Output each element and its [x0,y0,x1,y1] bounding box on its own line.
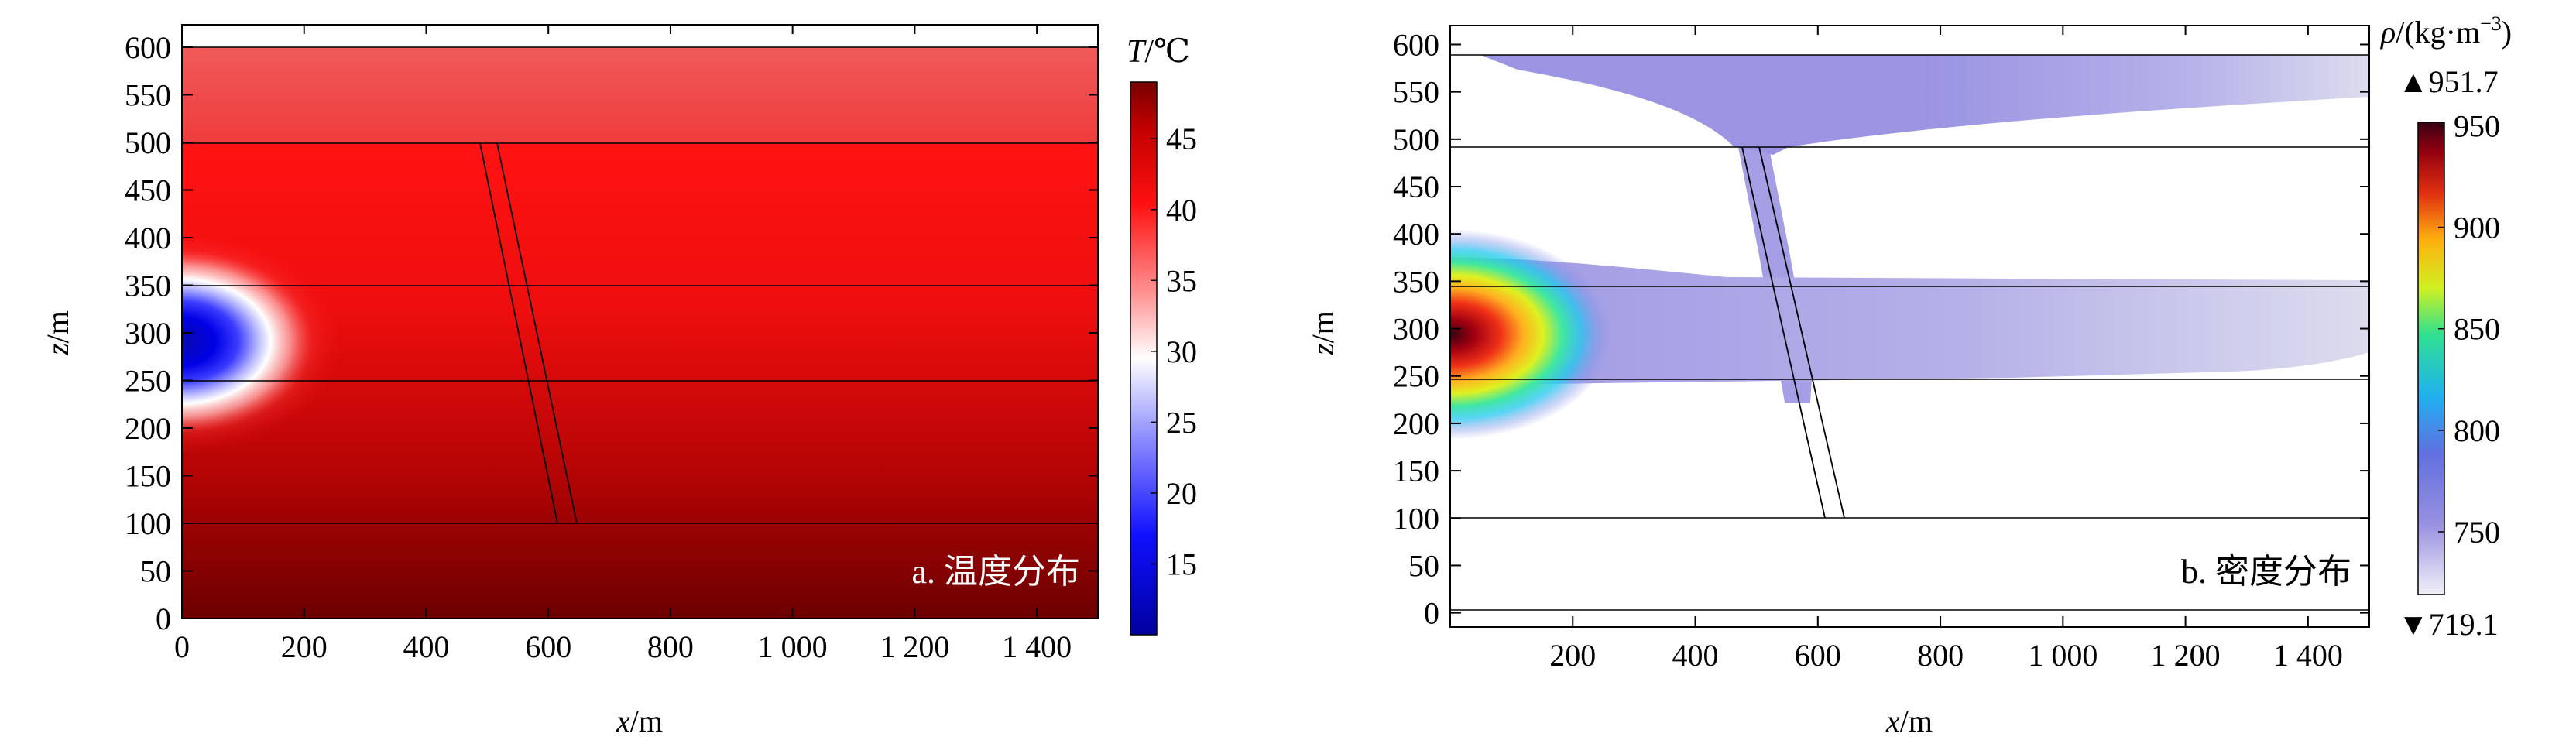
y-tick-label: 350 [125,269,171,303]
y-tick-label: 250 [125,364,171,399]
fault-line-left [479,142,558,524]
colorbar-title-b: ρ/(kg·m−3) [2379,12,2512,50]
y-tick-label: 450 [125,173,171,208]
fault-line-right [1758,146,1845,519]
x-axis-a: 0 200 400 600 800 1 000 1 200 1 400 [174,25,1072,664]
y-tick-label: 400 [1393,217,1439,252]
fault-line-left [1741,146,1826,519]
layer-boundaries-b [1450,54,2369,611]
x-tick-label: 200 [1549,638,1596,673]
x-axis-b: 200 400 600 800 1 000 1 200 1 400 [1549,26,2343,673]
x-tick-label: 400 [1672,638,1719,673]
y-tick-label: 0 [156,601,171,636]
colorbar-tick-label: 45 [1166,122,1197,156]
y-tick-label: 100 [125,506,171,541]
y-tick-label: 300 [125,316,171,351]
colorbar-ticks-b: 750 800 850 900 950 [2438,108,2500,550]
y-axis-a: 0 50 100 150 200 250 300 350 400 450 500 550 600 [125,30,1098,636]
colorbar-tick-label: 750 [2454,515,2500,550]
x-tick-label: 600 [1795,638,1841,673]
colorbar-min-label-b: ▼719.1 [2398,607,2499,642]
colorbar-gradient-b [2417,122,2445,595]
y-tick-label: 450 [1393,170,1439,204]
colorbar-tick-label: 20 [1166,476,1197,511]
x-tick-label: 800 [647,629,694,664]
y-tick-label: 600 [125,30,171,65]
panel-a: 0 200 400 600 800 1 000 1 200 1 400 0 50 100 150 20… [40,24,1197,738]
colorbar-b: ρ/(kg·m−3) ▲951.7 750 800 850 900 950 ▼719.1 [2379,12,2512,642]
x-tick-label: 0 [174,629,190,664]
y-tick-label: 550 [125,78,171,113]
colorbar-title-a: T/℃ [1127,34,1190,70]
x-tick-label: 200 [281,629,328,664]
field-top-cap [182,46,1098,47]
field-upper-layer [182,47,1098,143]
cold-plume [182,225,350,457]
colorbar-tick-label: 850 [2454,312,2500,347]
y-tick-label: 50 [1408,548,1439,583]
colorbar-tick-label: 15 [1166,547,1197,581]
colorbar-gradient-a [1130,81,1158,636]
panel-label-b: b. 密度分布 [2181,553,2351,591]
y-tick-label: 50 [140,554,171,589]
x-tick-label: 800 [1917,638,1964,673]
colorbar-tick-label: 30 [1166,334,1197,369]
y-tick-label: 500 [1393,122,1439,157]
x-tick-label: 1 200 [2151,638,2221,673]
x-tick-label: 1 000 [758,629,828,664]
y-tick-label: 300 [1393,312,1439,347]
fault-line-right [496,142,578,524]
colorbar-tick-label: 40 [1166,193,1197,228]
colorbar-tick-label: 35 [1166,263,1197,298]
colorbar-ticks-a: 15 20 25 30 35 40 45 [1151,122,1197,581]
y-tick-label: 100 [1393,501,1439,536]
fault-zone [479,142,578,524]
panel-b: 200 400 600 800 1 000 1 200 1 400 0 50 100 150 200… [1305,12,2512,738]
upper-density-layer [1480,55,2369,155]
dense-plume [1450,230,1610,439]
y-tick-label: 500 [125,125,171,160]
colorbar-tick-label: 950 [2454,108,2500,143]
panel-label-a: a. 温度分布 [911,553,1080,591]
x-tick-label: 600 [525,629,571,664]
y-tick-label: 550 [1393,75,1439,110]
y-axis-b: 0 50 100 150 200 250 300 350 400 450 500 550 600 [1393,27,2369,631]
density-field [1450,55,2369,439]
x-tick-label: 1 000 [2028,638,2098,673]
y-tick-label: 600 [1393,27,1439,62]
colorbar-max-label-b: ▲951.7 [2398,64,2499,99]
y-tick-label: 400 [125,221,171,255]
y-tick-label: 350 [1393,264,1439,299]
plot-frame-a [181,24,1099,619]
x-axis-title-b: x/m [1885,704,1933,738]
y-tick-label: 200 [125,411,171,446]
colorbar-a: T/℃ 15 20 25 30 35 40 45 [1127,34,1197,636]
x-axis-title-a: x/m [616,704,663,738]
fault-zone-b [1741,146,1845,519]
middle-density-layer [1450,257,2369,385]
y-axis-title-b: z/m [1305,310,1340,356]
colorbar-tick-label: 25 [1166,405,1197,440]
y-tick-label: 150 [125,459,171,494]
x-tick-label: 1 400 [2273,638,2343,673]
y-tick-label: 0 [1424,596,1439,631]
y-tick-label: 250 [1393,359,1439,394]
y-tick-label: 200 [1393,406,1439,441]
x-tick-label: 1 400 [1002,629,1072,664]
plot-frame-b [1449,25,2370,628]
x-tick-label: 400 [403,629,449,664]
x-tick-label: 1 200 [880,629,949,664]
y-axis-title-a: z/m [40,310,75,356]
layer-boundaries [182,46,1098,524]
temperature-field [182,46,1098,619]
colorbar-tick-label: 900 [2454,211,2500,245]
y-tick-label: 150 [1393,454,1439,488]
colorbar-tick-label: 800 [2454,413,2500,448]
